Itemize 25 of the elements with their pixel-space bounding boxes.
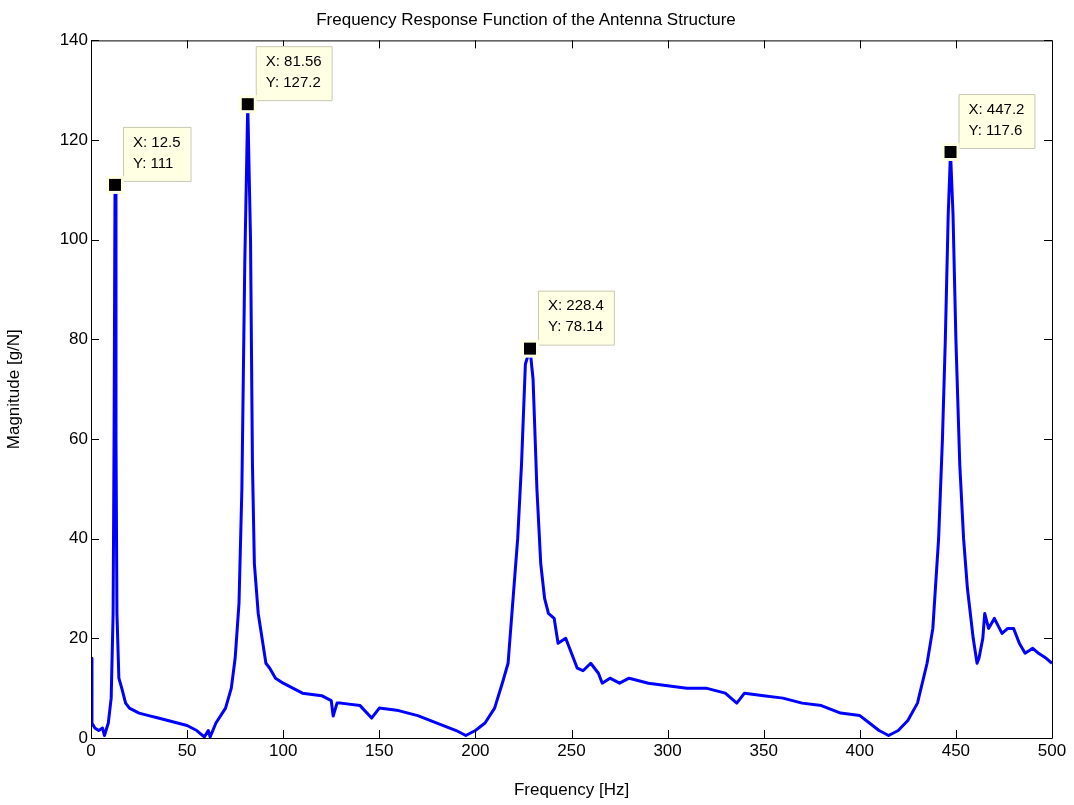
annotation: X: 228.4 Y: 78.14 xyxy=(547,296,604,335)
x-axis-title: Frequency [Hz] xyxy=(513,780,630,800)
x-tick-label: 350 xyxy=(749,740,778,760)
x-tick-label: 100 xyxy=(269,740,298,760)
x-tick-label: 50 xyxy=(177,740,197,760)
y-tick-label: 120 xyxy=(59,129,88,149)
y-tick-label: 100 xyxy=(59,229,88,249)
x-tick-label: 200 xyxy=(461,740,490,760)
x-tick-label: 450 xyxy=(941,740,971,760)
y-tick-label: 0 xyxy=(78,727,88,747)
y-tick-label: 40 xyxy=(69,528,88,548)
y-tick-label: 140 xyxy=(59,30,88,50)
annotation: X: 12.5 Y: 111 xyxy=(133,132,181,171)
annotation: X: 81.56 Y: 127.2 xyxy=(265,51,322,90)
x-tick-label: 400 xyxy=(845,740,874,760)
y-tick-label: 20 xyxy=(69,628,88,648)
annotation: X: 447.2 Y: 117.6 xyxy=(968,99,1025,138)
y-tick-label: 80 xyxy=(69,329,88,349)
x-tick-label: 150 xyxy=(365,740,394,760)
chart-title: Frequency Response Function of the Antenna Structure xyxy=(316,9,736,29)
y-axis-title: Magnitude [g/N] xyxy=(3,329,23,450)
x-tick-label: 500 xyxy=(1037,740,1067,760)
y-tick-label: 60 xyxy=(69,428,88,448)
x-tick-label: 300 xyxy=(653,740,682,760)
x-tick-label: 250 xyxy=(557,740,586,760)
